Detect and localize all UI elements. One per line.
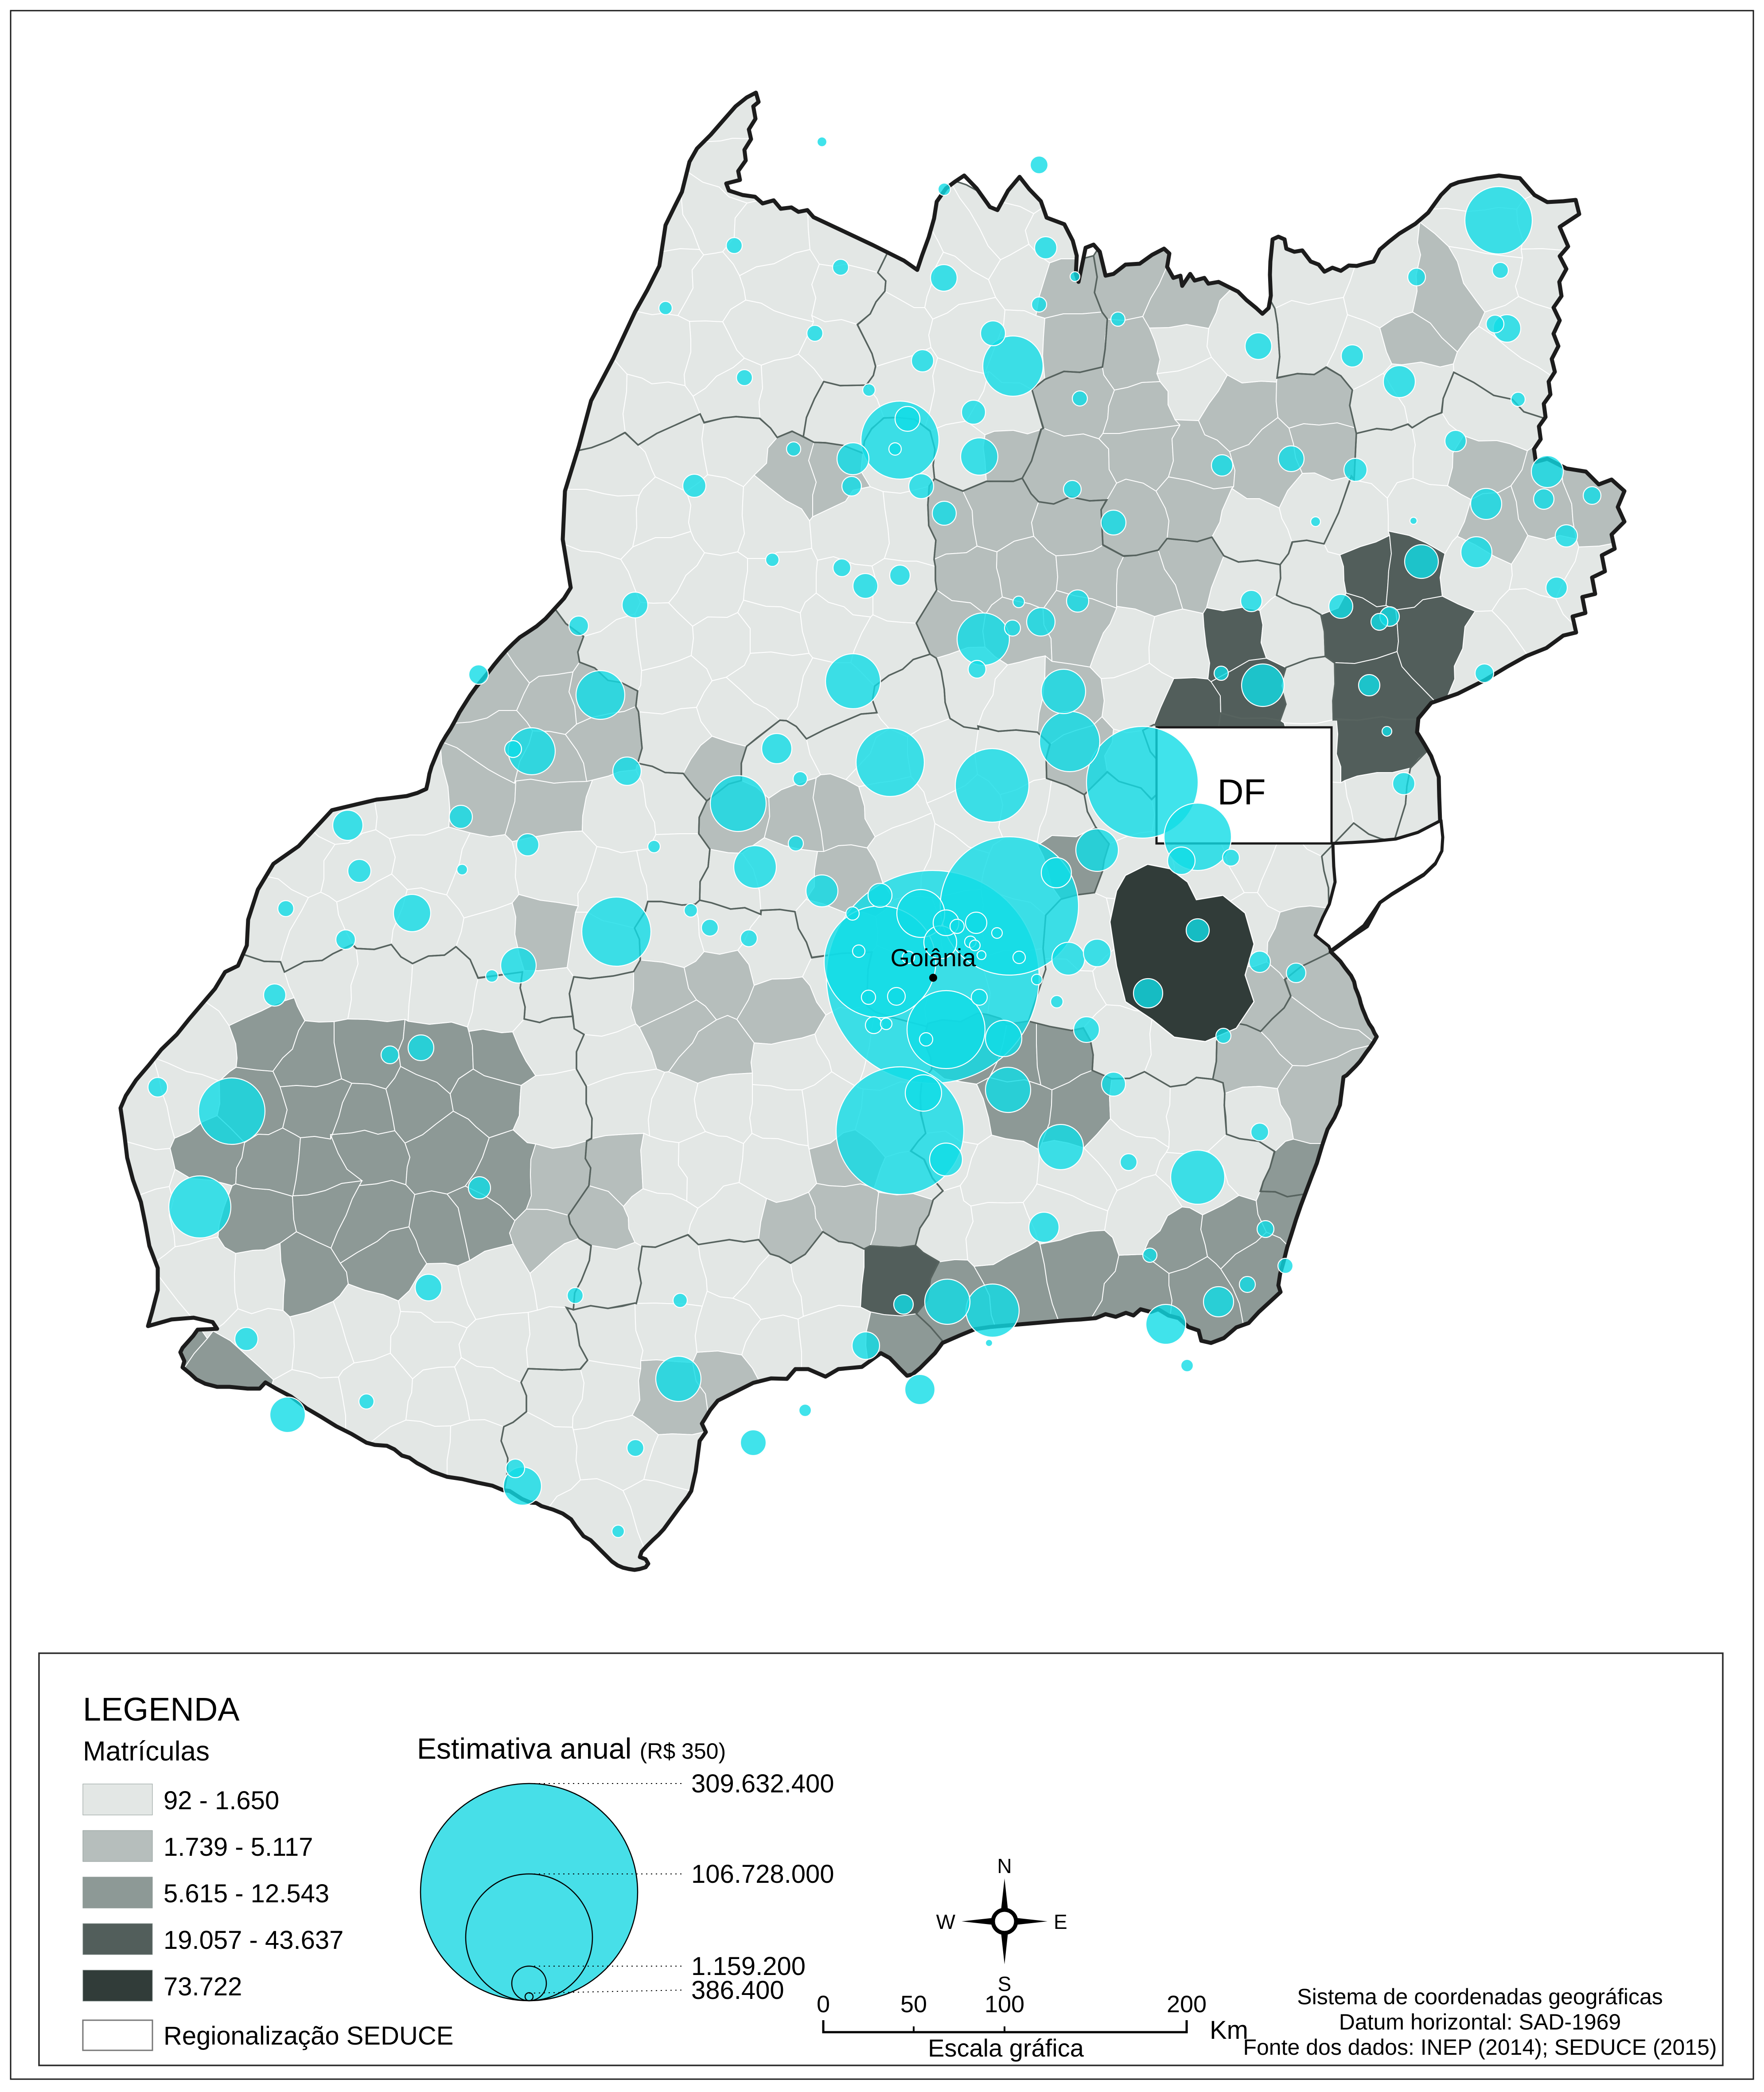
svg-text:92 - 1.650: 92 - 1.650 [164,1786,279,1815]
svg-text:0: 0 [817,1991,830,2018]
svg-text:E: E [1054,1910,1067,1933]
svg-text:Matrículas: Matrículas [83,1736,210,1767]
svg-text:Escala gráfica: Escala gráfica [928,2034,1084,2062]
svg-text:309.632.400: 309.632.400 [691,1769,834,1798]
svg-text:LEGENDA: LEGENDA [83,1691,240,1728]
svg-text:106.728.000: 106.728.000 [691,1860,834,1889]
svg-text:Goiânia: Goiânia [890,944,976,972]
svg-text:100: 100 [985,1991,1024,2018]
svg-text:386.400: 386.400 [691,1976,784,2005]
svg-text:5.615 - 12.543: 5.615 - 12.543 [164,1879,329,1908]
svg-text:Sistema de coordenadas geográf: Sistema de coordenadas geográficas [1297,1984,1663,2009]
svg-text:1.739 - 5.117: 1.739 - 5.117 [164,1833,313,1862]
svg-text:19.057 - 43.637: 19.057 - 43.637 [164,1926,343,1955]
svg-text:N: N [997,1854,1012,1877]
svg-text:1.159.200: 1.159.200 [691,1952,806,1981]
svg-text:Fonte dos dados: INEP (2014);: Fonte dos dados: INEP (2014); SEDUCE (20… [1243,2035,1717,2060]
svg-text:W: W [936,1910,956,1933]
svg-text:S: S [998,1972,1012,1995]
svg-text:Datum horizontal: SAD-1969: Datum horizontal: SAD-1969 [1339,2010,1621,2034]
svg-text:200: 200 [1167,1991,1207,2018]
svg-text:50: 50 [900,1991,927,2018]
svg-text:Km: Km [1210,2016,1248,2045]
svg-text:Regionalização SEDUCE: Regionalização SEDUCE [164,2022,453,2050]
svg-text:73.722: 73.722 [164,1972,242,2001]
svg-text:DF: DF [1217,772,1266,812]
